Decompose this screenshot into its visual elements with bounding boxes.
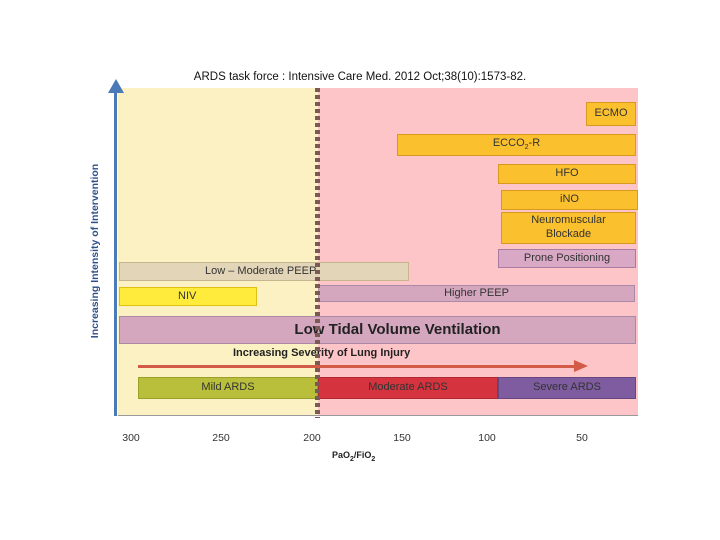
moderate-ards-label: Moderate ARDS — [368, 381, 448, 394]
moderate-ards-bar: Moderate ARDS — [318, 377, 498, 399]
hfo-label: HFO — [555, 167, 579, 180]
neuromuscular-blockade-bar: Neuromuscular Blockade — [501, 212, 636, 244]
prone-positioning-bar: Prone Positioning — [498, 249, 636, 268]
severe-ards-label: Severe ARDS — [533, 381, 601, 394]
mild-ards-bar: Mild ARDS — [138, 377, 318, 399]
ecco2r-label: ECCO2-R — [492, 137, 541, 152]
x-axis-label: PaO2/FiO2 — [332, 450, 376, 463]
ltvv-label: Low Tidal Volume Ventilation — [294, 320, 501, 338]
y-axis-arrow-line — [114, 92, 117, 416]
x-tick-50: 50 — [576, 432, 588, 444]
hfo-bar: HFO — [498, 164, 636, 184]
x-tick-200: 200 — [303, 432, 321, 444]
x-tick-250: 250 — [212, 432, 230, 444]
severity-arrow-line — [138, 365, 576, 368]
ecmo-bar: ECMO — [586, 102, 636, 126]
low-moderate-peep-label: Low – Moderate PEEP — [205, 264, 317, 277]
higher-peep-label: Higher PEEP — [444, 286, 509, 299]
ino-label: iNO — [560, 193, 579, 206]
x-tick-150: 150 — [393, 432, 411, 444]
severe-ards-bar: Severe ARDS — [498, 377, 636, 399]
ecmo-label: ECMO — [594, 107, 628, 120]
mild-zone-background — [118, 88, 318, 416]
mild-ards-label: Mild ARDS — [201, 381, 255, 394]
ecco2r-bar: ECCO2-R — [397, 134, 636, 156]
severity-arrow-label: Increasing Severity of Lung Injury — [233, 347, 411, 359]
x-tick-100: 100 — [478, 432, 496, 444]
prone-positioning-label: Prone Positioning — [523, 251, 611, 264]
severity-arrow-head — [574, 360, 588, 372]
y-axis-arrow-head — [108, 79, 124, 93]
x-axis-line — [118, 415, 638, 416]
low-moderate-peep-bar: Low – Moderate PEEP — [119, 262, 409, 281]
low-tidal-volume-ventilation-bar: Low Tidal Volume Ventilation — [119, 316, 636, 344]
citation-caption: ARDS task force : Intensive Care Med. 20… — [193, 71, 527, 83]
nmb-label-line1: Neuromuscular — [531, 214, 606, 227]
nmb-label-line2: Blockade — [545, 228, 592, 240]
ino-bar: iNO — [501, 190, 638, 210]
mild-moderate-threshold-line — [315, 88, 320, 418]
x-tick-300: 300 — [122, 432, 140, 444]
niv-bar: NIV — [119, 287, 257, 306]
y-axis-label: Increasing Intensity of Intervention — [89, 163, 101, 339]
higher-peep-bar: Higher PEEP — [318, 285, 635, 302]
niv-label: NIV — [178, 289, 197, 302]
